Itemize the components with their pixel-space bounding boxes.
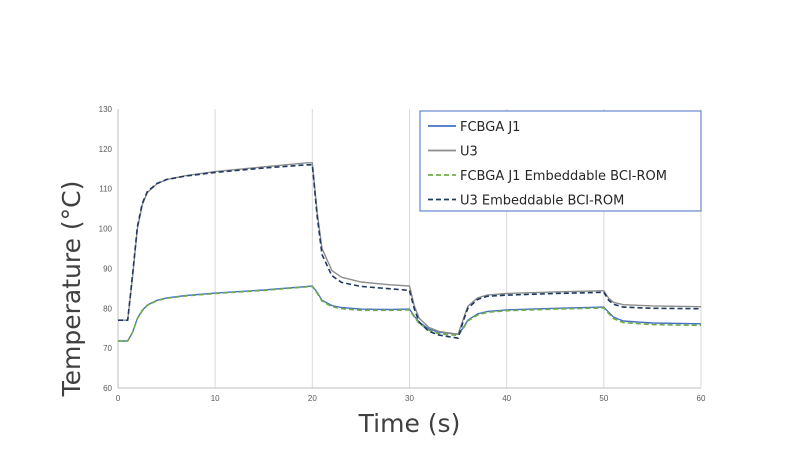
x-tick-label: 40 (502, 394, 511, 403)
legend: FCBGA J1 U3 FCBGA J1 Embeddable BCI-ROM U3 … (419, 110, 702, 212)
y-tick-label: 60 (103, 384, 112, 393)
legend-box (419, 110, 702, 212)
x-axis-title: Time (s) (358, 409, 461, 438)
y-tick-label: 120 (99, 145, 113, 154)
x-tick-label: 0 (116, 394, 121, 403)
legend-label: U3 (460, 145, 478, 160)
x-tick-label: 50 (599, 394, 608, 403)
series-line-3 (118, 285, 702, 342)
y-tick-label: 70 (103, 344, 112, 353)
y-tick-label: 110 (99, 185, 112, 194)
y-tick-label: 130 (99, 105, 113, 114)
x-tick-labels: 0 10 20 30 40 50 60 (116, 394, 706, 403)
legend-label: U3 Embeddable BCI-ROM (460, 194, 624, 209)
x-tick-label: 20 (308, 394, 317, 403)
y-tick-labels: 60 70 80 90 100 110 120 130 (99, 105, 113, 393)
series-line-4 (118, 164, 702, 340)
x-tick-label: 60 (697, 394, 706, 403)
x-tick-label: 10 (211, 394, 220, 403)
y-axis-title: Temperature (°C) (57, 181, 86, 398)
y-tick-label: 100 (99, 225, 113, 234)
legend-label: FCBGA J1 (460, 120, 520, 135)
legend-label: FCBGA J1 Embeddable BCI-ROM (460, 169, 667, 184)
y-tick-label: 90 (103, 264, 112, 273)
series-lines (118, 162, 702, 342)
y-tick-label: 80 (103, 304, 112, 313)
x-tick-label: 30 (405, 394, 414, 403)
